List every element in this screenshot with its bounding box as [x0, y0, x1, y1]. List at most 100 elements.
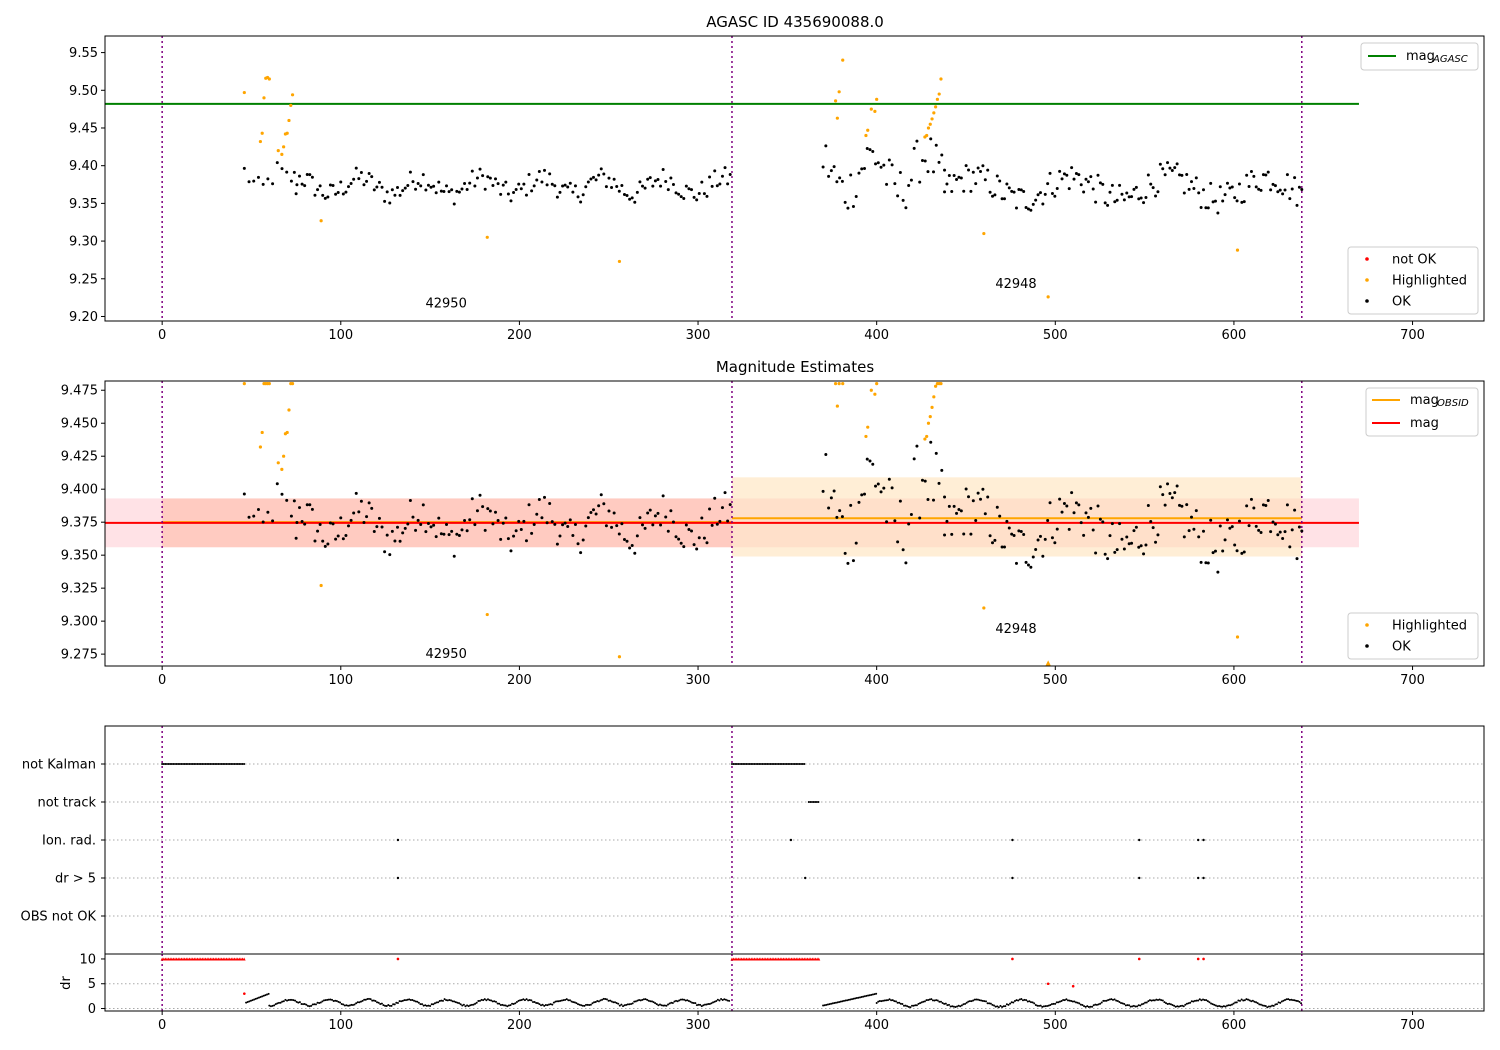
ok-point	[331, 183, 335, 187]
ok-point	[879, 490, 883, 494]
dr-point	[287, 999, 290, 1002]
dr-point	[687, 999, 690, 1002]
dr-point	[860, 995, 863, 998]
ok-point	[419, 184, 423, 188]
dr-point	[831, 1002, 834, 1005]
ok-point	[280, 492, 284, 496]
dr-point	[337, 1000, 340, 1003]
ok-point	[256, 175, 260, 179]
dr-point	[1216, 1005, 1219, 1008]
ok-point	[1182, 535, 1186, 539]
dr-point	[254, 997, 257, 1000]
ok-point	[468, 181, 472, 185]
ok-point	[1204, 206, 1208, 210]
ok-point	[385, 533, 389, 537]
dr-point	[625, 1003, 628, 1006]
ok-point	[604, 524, 608, 528]
ok-point	[893, 182, 897, 186]
dr-point	[1078, 1002, 1081, 1005]
ok-point	[318, 184, 322, 188]
ok-point	[876, 482, 880, 486]
ok-point	[1216, 211, 1220, 215]
ok-point	[1185, 173, 1189, 177]
ok-point	[1166, 482, 1170, 486]
dr-point	[273, 1004, 276, 1007]
dr-point	[657, 1004, 660, 1007]
ok-point	[641, 184, 645, 188]
dr-point	[885, 999, 888, 1002]
ok-point	[1017, 187, 1021, 191]
dr-point	[1066, 999, 1069, 1002]
flag-run-point	[193, 763, 196, 765]
highlighted-point	[937, 92, 941, 96]
ok-point	[375, 185, 379, 189]
dr-point	[461, 1004, 464, 1007]
ok-point	[445, 523, 449, 527]
flag-run-point	[228, 763, 231, 765]
ok-point	[1024, 560, 1028, 564]
dr-point	[409, 998, 412, 1001]
dr-point	[938, 1000, 941, 1003]
ok-point	[971, 170, 975, 174]
ok-point	[341, 192, 345, 196]
ok-point	[553, 184, 557, 188]
dr-point	[374, 999, 377, 1002]
flag-run-point	[225, 763, 228, 765]
dr-point	[898, 1001, 901, 1004]
ok-point	[393, 539, 397, 543]
dr-point	[1168, 1002, 1171, 1005]
p4-xtick-label: 300	[686, 1018, 711, 1033]
obsid-label: 42950	[425, 296, 466, 311]
dr-point	[359, 1000, 362, 1003]
p1-ytick-label: 9.35	[69, 197, 98, 212]
ok-point	[896, 540, 900, 544]
ok-point	[705, 541, 709, 545]
ok-point	[1254, 185, 1258, 189]
ok-point	[638, 516, 642, 520]
dr-point	[356, 1001, 359, 1004]
dr-point	[593, 1001, 596, 1004]
dr-point	[401, 999, 404, 1002]
ok-point	[421, 503, 425, 507]
ok-point	[339, 516, 343, 520]
highlighted-point	[290, 382, 295, 386]
dr-point	[1124, 1004, 1127, 1007]
ok-point	[310, 175, 314, 179]
ok-point	[341, 537, 345, 541]
ok-point	[964, 487, 968, 491]
ok-point	[988, 534, 992, 538]
ok-point	[517, 182, 521, 186]
flag-run-point	[236, 763, 239, 765]
ok-point	[1218, 185, 1222, 189]
ok-point	[543, 495, 547, 499]
highlighted-point	[869, 107, 873, 111]
ok-point	[316, 188, 320, 192]
dr-point	[339, 1001, 342, 1004]
ok-point	[1288, 545, 1292, 549]
dr-point	[695, 1004, 698, 1007]
dr-point	[662, 1004, 665, 1007]
dr-point	[269, 1005, 272, 1008]
dr-point	[493, 1000, 496, 1003]
ok-point	[669, 176, 673, 180]
dr-point	[329, 998, 332, 1001]
highlighted-point	[267, 382, 271, 386]
dr-point	[286, 999, 289, 1002]
ok-point	[1113, 200, 1117, 204]
dr-point	[430, 1003, 433, 1006]
ok-point	[1230, 525, 1234, 529]
dr-point	[865, 994, 868, 997]
flag-run-point	[730, 763, 733, 765]
dr-point	[274, 1003, 277, 1006]
ok-point	[628, 197, 632, 201]
ok-point	[432, 523, 436, 527]
flag-point	[1011, 838, 1014, 842]
ok-point	[514, 187, 518, 191]
dr-point	[1121, 1002, 1124, 1005]
legend-mag-agasc-label: mag	[1406, 49, 1435, 64]
dr-point	[877, 1000, 880, 1003]
ok-point	[1276, 533, 1280, 537]
flag-run-point	[219, 763, 222, 765]
ok-point	[434, 535, 438, 539]
